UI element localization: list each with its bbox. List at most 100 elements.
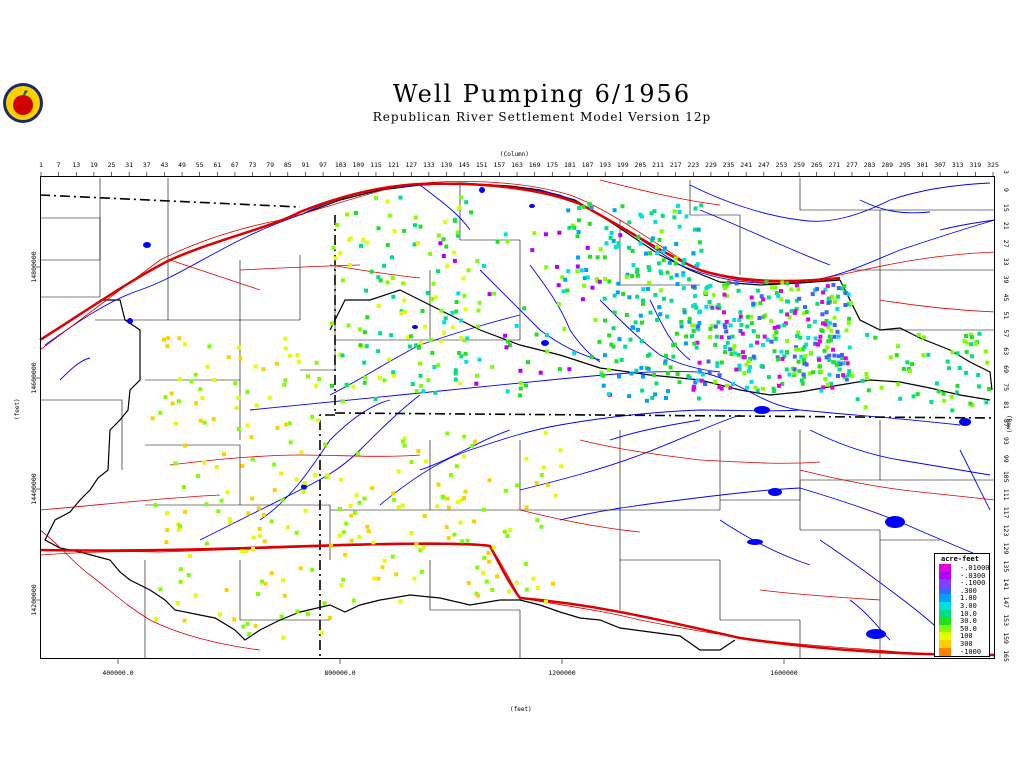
pumping-cell — [236, 427, 241, 431]
pumping-cell — [628, 337, 633, 342]
pumping-cell — [382, 263, 387, 268]
pumping-cell — [218, 612, 223, 617]
pumping-cell — [402, 298, 407, 303]
x-tick-label: 400000.0 — [102, 669, 133, 677]
column-tick-label: 139 — [441, 161, 453, 169]
pumping-cell — [647, 280, 652, 285]
pumping-cell — [849, 301, 853, 305]
pumping-cell — [604, 226, 609, 231]
pumping-cell — [194, 401, 199, 406]
pumping-cell — [257, 526, 262, 531]
legend-label: -1000 — [960, 647, 982, 656]
pumping-cell — [396, 469, 401, 474]
pumping-cell — [463, 307, 468, 312]
column-tick-label: 1 — [39, 161, 43, 169]
reservoirs — [127, 187, 971, 639]
pumping-cell — [351, 384, 356, 389]
pumping-cell — [204, 502, 209, 507]
pumping-cell — [422, 514, 427, 519]
pumping-cell — [736, 288, 741, 293]
legend: acre-feet -.01000 -.0300 -.1000.300 1.00 3.0… — [934, 553, 990, 657]
pumping-cell — [835, 374, 840, 378]
pumping-cell — [772, 333, 777, 338]
pumping-cell — [566, 269, 571, 274]
pumping-cell — [627, 295, 632, 300]
pumping-cell — [941, 391, 946, 396]
pumping-cell — [636, 234, 641, 239]
pumping-cell — [801, 358, 806, 362]
pumping-cell — [303, 480, 307, 485]
pumping-cell — [280, 498, 285, 503]
row-tick-label: 93 — [1002, 437, 1010, 445]
pumping-cell — [331, 245, 336, 250]
pumping-cell — [522, 306, 527, 311]
pumping-cell — [772, 325, 777, 330]
column-tick-label: 109 — [352, 161, 364, 169]
pumping-cell — [977, 331, 982, 336]
pumping-cell — [587, 221, 592, 226]
pumping-cell — [371, 540, 376, 545]
pumping-cell — [305, 611, 310, 616]
pumping-cell — [616, 244, 620, 249]
pumping-cell — [361, 237, 366, 242]
legend-entry: -1000 — [939, 647, 989, 656]
pumping-cell — [284, 422, 289, 427]
pumping-cell — [602, 296, 607, 301]
pumping-cell — [691, 387, 696, 392]
pumping-cell — [824, 310, 829, 315]
pumping-cell — [800, 347, 805, 352]
y-tick-label: 14600000 — [30, 362, 38, 393]
pumping-cell — [557, 230, 562, 235]
pumping-cell — [802, 375, 807, 380]
pumping-cell — [495, 574, 500, 579]
pumping-cell — [524, 505, 529, 510]
pumping-cell — [618, 233, 623, 238]
pumping-cell — [560, 275, 565, 280]
pumping-cell — [819, 388, 824, 393]
pumping-cell — [410, 382, 415, 386]
pumping-cell — [394, 572, 399, 577]
pumping-cell — [819, 369, 824, 374]
pumping-cell — [693, 206, 698, 211]
pumping-cell — [964, 334, 969, 338]
pumping-cell — [901, 366, 906, 371]
pumping-cell — [202, 460, 207, 465]
pumping-cell — [392, 229, 397, 234]
pumping-cell — [543, 599, 548, 604]
pumping-cell — [158, 410, 163, 415]
pumping-cell — [659, 271, 664, 276]
pumping-cell — [236, 345, 241, 350]
pumping-cell — [888, 355, 893, 360]
column-tick-label: 85 — [284, 161, 292, 169]
row-ticks: 3915212733394551576369758187939910511111… — [1002, 170, 1010, 662]
pumping-cell — [824, 318, 829, 323]
column-tick-label: 55 — [196, 161, 204, 169]
pumping-cell — [623, 344, 628, 349]
pumping-cell — [359, 243, 363, 248]
pumping-cell — [335, 222, 340, 227]
pumping-cell — [294, 477, 299, 482]
pumping-cell — [505, 534, 510, 538]
pumping-cell — [391, 370, 396, 375]
pumping-cell — [380, 565, 385, 570]
pumping-cell — [817, 357, 821, 362]
legend-label: 100 — [960, 632, 973, 641]
pumping-cell — [679, 319, 684, 324]
pumping-cell — [390, 276, 395, 280]
pumping-cell — [396, 505, 401, 509]
pumping-cell — [806, 317, 811, 322]
pumping-cell — [653, 292, 658, 297]
pumping-cell — [200, 396, 205, 401]
pumping-cell — [362, 496, 367, 501]
pumping-cell — [748, 356, 753, 361]
pumping-cell — [755, 388, 760, 393]
pumping-cell — [338, 251, 343, 256]
pumping-cell — [723, 325, 728, 329]
pumping-cell — [780, 381, 785, 386]
pumping-cell — [759, 364, 764, 368]
column-tick-label: 229 — [705, 161, 717, 169]
pumping-cell — [178, 524, 182, 529]
pumping-cell — [797, 296, 802, 301]
pumping-cell — [706, 359, 711, 364]
pumping-cell — [826, 297, 831, 302]
